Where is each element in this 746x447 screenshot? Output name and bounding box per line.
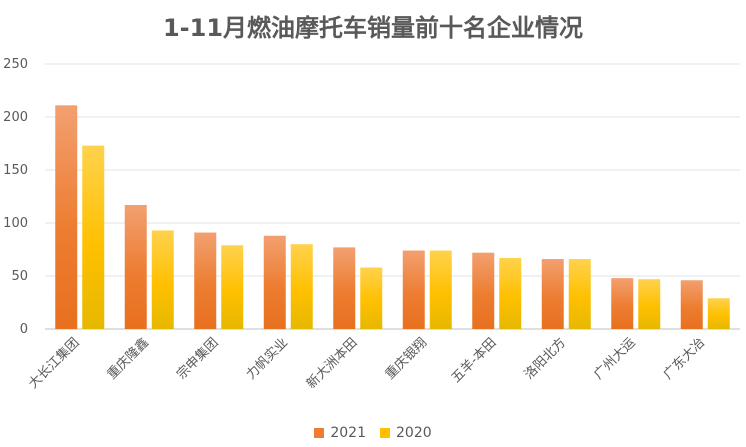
bar-2021-新大洲本田	[333, 247, 356, 329]
bar-2020-重庆隆鑫	[151, 230, 174, 329]
x-tick-label: 力帆实业	[244, 335, 291, 382]
bar-2021-宗申集团	[194, 232, 217, 329]
bar-2020-五羊-本田	[499, 257, 522, 329]
gridlines	[45, 63, 740, 330]
x-tick-label: 洛阳北方	[521, 335, 569, 383]
legend-item-2021: 2021	[314, 425, 366, 441]
bar-2020-重庆银翔	[429, 250, 452, 329]
bar-2020-力帆实业	[290, 244, 313, 329]
y-tick-label: 100	[3, 216, 28, 231]
bars	[55, 105, 730, 329]
x-tick-label: 新大洲本田	[303, 335, 360, 392]
legend-item-2020: 2020	[380, 425, 432, 441]
y-tick-label: 0	[20, 322, 28, 337]
bar-2021-广州大运	[611, 278, 634, 329]
bar-2020-新大洲本田	[360, 267, 383, 329]
bar-2021-五羊-本田	[472, 252, 495, 329]
x-tick-label: 五羊-本田	[448, 335, 499, 386]
bar-2021-广东大冶	[680, 280, 703, 329]
legend-swatch-2020	[380, 428, 390, 438]
bar-2021-洛阳北方	[541, 259, 564, 329]
bar-2021-重庆隆鑫	[124, 204, 147, 329]
bar-2020-广东大冶	[707, 298, 730, 329]
legend-label-2021: 2021	[330, 425, 366, 441]
bar-2020-洛阳北方	[568, 259, 591, 329]
legend-label-2020: 2020	[396, 425, 432, 441]
y-tick-label: 50	[11, 269, 28, 284]
legend: 2021 2020	[0, 425, 746, 441]
x-tick-label: 重庆隆鑫	[104, 335, 152, 383]
y-axis-ticks: 0 50 100 150 200 250	[3, 57, 28, 337]
x-tick-label: 重庆银翔	[382, 335, 430, 383]
bar-2021-重庆银翔	[402, 250, 425, 329]
bar-2021-力帆实业	[263, 235, 286, 329]
y-tick-label: 200	[3, 110, 28, 125]
x-tick-label: 大长江集团	[25, 335, 82, 392]
x-tick-label: 广东大冶	[661, 335, 708, 382]
bar-2020-宗申集团	[221, 245, 244, 329]
x-axis-ticks: 大长江集团 重庆隆鑫 宗申集团 力帆实业 新大洲本田 重庆银翔 五羊-本田 洛阳北方 广州大运广…	[25, 335, 708, 392]
bar-2020-广州大运	[638, 279, 661, 329]
x-tick-label: 广州大运	[591, 335, 638, 382]
legend-swatch-2021	[314, 428, 325, 438]
y-tick-label: 150	[3, 163, 28, 178]
bar-2021-大长江集团	[55, 105, 78, 329]
bar-2020-大长江集团	[82, 145, 105, 329]
chart-title: 1-11月燃油摩托车销量前十名企业情况	[162, 14, 584, 42]
y-tick-label: 250	[3, 57, 28, 72]
x-tick-label: 宗申集团	[173, 335, 221, 383]
